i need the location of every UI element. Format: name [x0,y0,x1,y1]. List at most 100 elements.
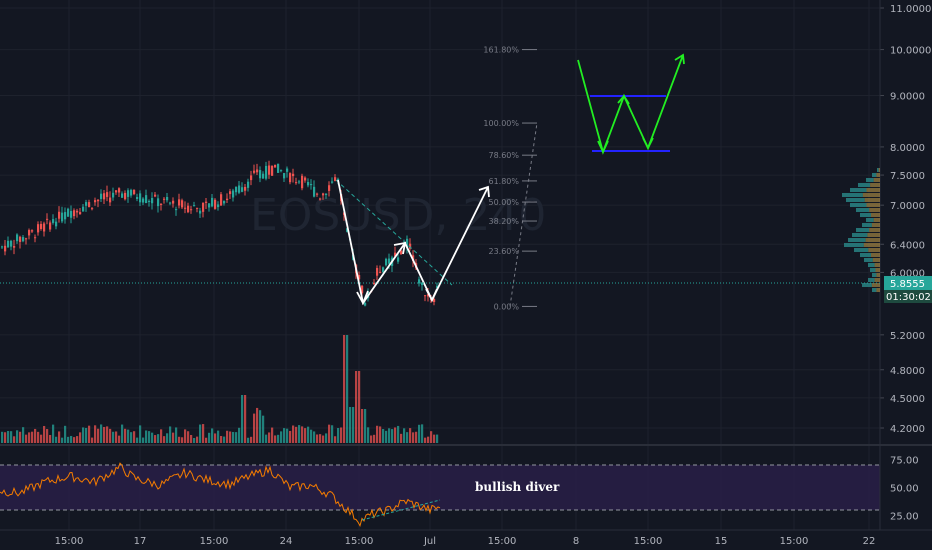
fib-level-label: 38.20% [488,217,519,226]
volume-bar [316,434,319,443]
volume-bar [436,434,439,443]
candle-body [112,192,115,198]
volume-bar [196,436,199,443]
time-tick-label: 17 [134,536,147,547]
volume-profile-bar [877,168,879,172]
volume-profile-bar [871,283,880,287]
volume-bar [82,427,85,443]
volume-profile-bar [873,178,880,182]
volume-bar [418,424,421,443]
time-tick-label: 15:00 [55,536,84,547]
candle-body [223,201,226,204]
candle-body [61,212,64,222]
volume-bar [7,431,10,443]
volume-profile-bar [875,268,880,272]
volume-bar [94,425,97,443]
volume-bar [409,428,412,443]
candle-body [304,177,307,181]
volume-bar [400,433,403,443]
candle-body [178,199,181,206]
volume-bar [103,426,106,443]
volume-bar [427,436,430,443]
arrowhead-7 [642,137,654,151]
candle-body [106,192,109,197]
price-axis[interactable]: 11.0000 10.0000 9.0000 8.0000 7.5000 7.0000 6.… [880,4,931,435]
volume-bar [397,425,400,443]
candle-body [337,178,340,180]
candle-body [136,197,139,200]
volume-profile-bar [858,183,871,187]
fib-level-label: 61.80% [488,177,519,186]
volume-bar [280,431,283,443]
volume-profile-bar [863,243,880,247]
candle-body [325,193,328,195]
candle-body [55,221,58,227]
volume-bar [154,435,157,443]
volume-bar [271,427,274,443]
volume-bar [361,409,364,443]
candle-body [262,173,265,179]
volume-bar [415,431,418,443]
volume-profile-bar [844,243,864,247]
volume-bar [46,429,49,443]
volume-profile-bar [868,248,880,252]
volume-profile-bar [865,238,880,242]
volume-profile-bar [867,233,880,237]
volume-profile-bar [866,178,874,182]
volume-bar [199,424,202,443]
volume-bar [382,429,385,443]
volume-bar [379,426,382,443]
volume-bar [70,435,73,443]
time-axis[interactable]: 15:00 17 15:00 24 15:00 Jul 15:00 8 15:00 15 15:00… [55,536,876,547]
time-tick-label: Jul [423,536,436,547]
candle-body [37,224,40,233]
volume-bar [292,425,295,443]
volume-profile-bar [871,223,880,227]
candle-body [217,204,220,208]
volume-profile-bar [874,278,880,282]
volume-profile-bar [878,168,880,172]
candle-body [58,211,61,219]
volume-profile-bar [862,223,872,227]
time-tick-label: 15:00 [200,536,229,547]
candlesticks [1,160,439,307]
candle-body [67,208,70,217]
volume-bar [253,413,256,443]
volume-profile-bar [866,203,880,207]
volume-bar [193,437,196,443]
candle-body [4,245,7,252]
candle-body [46,218,49,220]
candle-body [214,199,217,209]
volume-bar [22,427,25,443]
volume-profile-bar [850,188,867,192]
candle-body [154,194,157,197]
volume-bar [319,434,322,443]
volume-bar [217,430,220,443]
volume-bar [25,434,28,443]
countdown-badge [884,290,932,303]
volume-bar [85,427,88,443]
volume-bar [259,410,262,443]
volume-bar [223,436,226,443]
volume-bar [322,435,325,443]
candle-body [70,210,73,218]
candle-body [364,302,367,306]
price-tick-label: 4.8000 [890,366,925,377]
volume-bar [118,435,121,443]
volume-bar [403,428,406,443]
volume-bar [262,415,265,443]
price-tick-label: 10.0000 [890,46,931,57]
candle-body [157,198,160,207]
candle-body [118,188,121,193]
volume-profile-bar [866,218,874,222]
candle-body [220,194,223,206]
candle-body [265,165,268,179]
candle-body [43,223,46,232]
volume-profile-bar [866,188,880,192]
volume-bar [406,432,409,443]
volume-profile-bar [876,173,880,177]
volume-bar [388,428,391,443]
rsi-axis: 75.00 50.00 25.00 [890,455,919,522]
volume-bar [247,437,250,443]
